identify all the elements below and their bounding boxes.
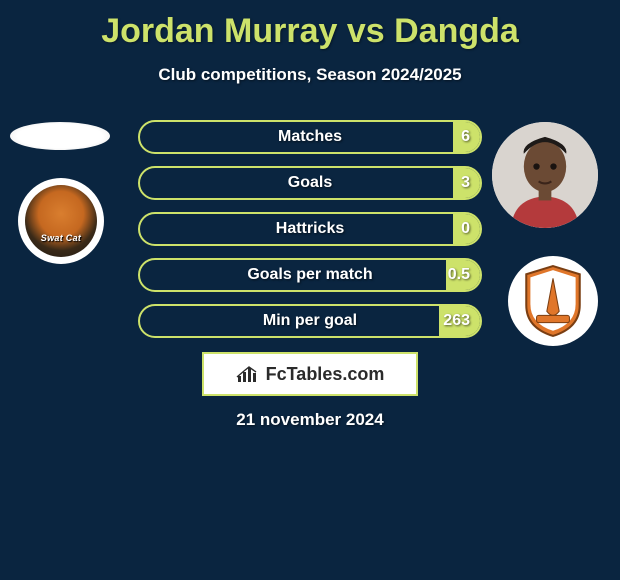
stat-value-right: 3 bbox=[461, 174, 470, 192]
stat-value-right: 0.5 bbox=[448, 266, 470, 284]
stat-value-right: 6 bbox=[461, 128, 470, 146]
stat-value-right: 263 bbox=[443, 312, 470, 330]
stat-bar-goals-per-match: Goals per match 0.5 bbox=[138, 258, 482, 292]
shield-icon bbox=[522, 264, 584, 338]
stat-label: Min per goal bbox=[263, 312, 357, 330]
player-left-avatar bbox=[10, 122, 110, 150]
brand-box[interactable]: FcTables.com bbox=[202, 352, 418, 396]
stat-label: Hattricks bbox=[276, 220, 344, 238]
brand-text: FcTables.com bbox=[266, 364, 385, 385]
stat-bar-matches: Matches 6 bbox=[138, 120, 482, 154]
stat-bar-min-per-goal: Min per goal 263 bbox=[138, 304, 482, 338]
stats-area: Matches 6 Goals 3 Hattricks 0 Goals per … bbox=[138, 120, 482, 350]
club-left-badge-text: Swat Cat bbox=[25, 233, 97, 243]
stat-bar-hattricks: Hattricks 0 bbox=[138, 212, 482, 246]
bar-chart-icon bbox=[236, 364, 260, 384]
player-right-avatar bbox=[492, 122, 598, 228]
club-right-badge bbox=[508, 256, 598, 346]
page-title: Jordan Murray vs Dangda bbox=[0, 0, 620, 51]
stat-label: Goals bbox=[288, 174, 332, 192]
stat-label: Goals per match bbox=[247, 266, 372, 284]
stat-bar-goals: Goals 3 bbox=[138, 166, 482, 200]
stat-label: Matches bbox=[278, 128, 342, 146]
subtitle: Club competitions, Season 2024/2025 bbox=[0, 65, 620, 85]
club-left-badge: Swat Cat bbox=[18, 178, 104, 264]
stat-value-right: 0 bbox=[461, 220, 470, 238]
date-line: 21 november 2024 bbox=[0, 410, 620, 430]
person-icon bbox=[492, 122, 598, 228]
